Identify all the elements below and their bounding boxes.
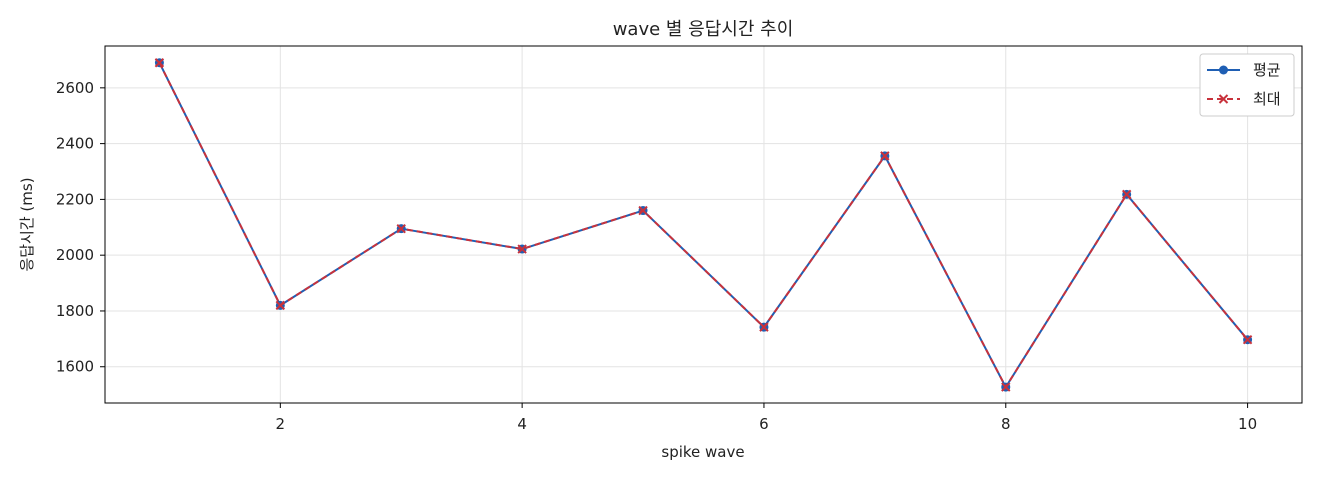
grid — [105, 46, 1302, 403]
x-tick-label: 2 — [276, 415, 286, 433]
series-2-point — [1121, 189, 1132, 200]
y-axis-label: 응답시간 (ms) — [18, 177, 36, 271]
chart-title: wave 별 응답시간 추이 — [613, 19, 794, 40]
y-tick-label: 1800 — [56, 302, 94, 320]
series-layer — [154, 58, 1253, 392]
series-2-line — [158, 62, 1249, 389]
y-axis-ticks: 1600 1800 2000 2200 2400 2600 — [56, 79, 105, 376]
y-tick-label: 2400 — [56, 135, 94, 153]
series-2-point — [517, 244, 527, 254]
y-tick-label: 2000 — [56, 246, 94, 264]
x-tick-label: 10 — [1238, 415, 1257, 433]
legend-entry-series-2: 최대 — [1207, 90, 1281, 108]
y-tick-label: 2600 — [56, 79, 94, 97]
x-tick-label: 8 — [1001, 415, 1011, 433]
y-tick-label: 1600 — [56, 358, 94, 376]
y-tick-label: 2200 — [56, 190, 94, 208]
x-axis-ticks: 2 4 6 8 10 — [276, 403, 1257, 433]
series-2-point — [396, 223, 406, 234]
legend-entry-series-1: 평균 — [1207, 61, 1281, 79]
plot-area-frame — [104, 45, 1303, 404]
legend-marker-circle-icon — [1219, 65, 1228, 75]
x-axis-label: spike wave — [661, 443, 744, 461]
legend-label-series-2: 최대 — [1253, 90, 1281, 108]
series-2-point — [1001, 382, 1011, 392]
x-tick-label: 6 — [759, 415, 769, 433]
series-2-point — [154, 58, 165, 68]
series-2-point — [759, 322, 769, 332]
series-2-point — [1242, 334, 1253, 345]
x-tick-label: 4 — [517, 415, 527, 433]
series-2-point — [880, 151, 890, 161]
series-2-point — [275, 300, 286, 311]
series-2-point — [638, 205, 648, 216]
legend: 평균 최대 — [1199, 53, 1295, 117]
legend-label-series-1: 평균 — [1253, 61, 1281, 79]
legend-marker-x-icon — [1218, 94, 1229, 104]
